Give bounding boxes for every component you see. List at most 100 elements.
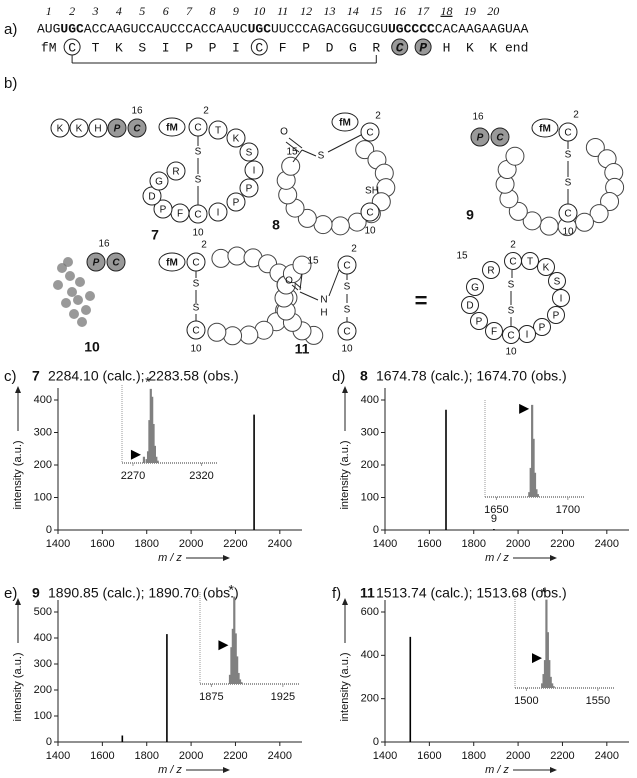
structure-label: H (320, 308, 327, 319)
marker-triangle (532, 653, 542, 664)
residue: H (94, 124, 101, 135)
residue-circle (239, 325, 259, 345)
residue-circle (531, 118, 559, 138)
structure-label: 2 (375, 111, 381, 122)
residue-circle (485, 322, 503, 340)
residue-circle (470, 127, 490, 147)
residue: C (496, 133, 504, 144)
residue-circle (585, 138, 605, 158)
residue: F (177, 209, 183, 220)
residue-circle (470, 312, 488, 330)
codon-number: 19 (464, 4, 476, 18)
residue: I (162, 40, 170, 55)
residue-circle (466, 278, 484, 296)
residue-circle (186, 252, 206, 272)
codon: CAC (435, 21, 459, 36)
equals-sign: = (415, 288, 428, 313)
residue-circle (331, 112, 359, 132)
codon-number: 17 (417, 4, 430, 18)
y-tick-label: 300 (361, 426, 379, 438)
residue: fM (166, 123, 178, 134)
residue: K (466, 40, 474, 55)
compound-number: 7 (151, 227, 159, 243)
x-tick-label: 1800 (134, 538, 158, 550)
residue-circle (227, 246, 247, 266)
residue: C (112, 258, 120, 269)
structure-label: S (195, 147, 202, 158)
aggregate-blob (81, 305, 91, 315)
x-axis-label: m / z (158, 552, 182, 564)
y-tick-label: 200 (34, 459, 52, 471)
residue-circle (539, 216, 559, 236)
y-tick-label: 0 (373, 736, 379, 748)
residue: K (543, 263, 550, 274)
compound-number: 10 (84, 339, 100, 355)
peak-annotation: * (229, 581, 235, 597)
codon-number: 12 (300, 4, 312, 18)
y-tick-label: 100 (34, 491, 52, 503)
x-axis-label: m / z (485, 764, 509, 776)
marker-triangle (130, 449, 141, 460)
residue: end (505, 40, 528, 55)
residue-circle (244, 160, 264, 180)
codon-number: 13 (324, 4, 336, 18)
residue: C (194, 210, 201, 221)
residue-circle (360, 122, 380, 142)
x-tick-label: 2000 (179, 750, 203, 762)
inset-tick-label: 1875 (199, 691, 223, 703)
residue: C (396, 40, 404, 55)
structure-label: 2 (510, 240, 516, 251)
inset-tick-label: 1550 (586, 695, 610, 707)
residue: I (253, 166, 256, 177)
residue-circle (574, 212, 594, 232)
panel-label: d) (332, 368, 345, 385)
residue-circle (281, 156, 301, 176)
residue: P (539, 323, 546, 334)
structure-label: 10 (341, 344, 353, 355)
residue: P (246, 184, 253, 195)
codon: UUC (271, 21, 295, 36)
residue: K (115, 40, 123, 55)
x-tick-label: 2000 (179, 538, 203, 550)
codon: CCA (294, 21, 318, 36)
residue: T (215, 126, 221, 137)
inset-tick-label: 2320 (189, 470, 213, 482)
residue-circle (505, 146, 525, 166)
residue: G (349, 40, 357, 55)
residue: F (491, 327, 497, 338)
structure-label: S (193, 303, 200, 314)
residue: K (57, 124, 64, 135)
structure-label: S (344, 305, 351, 316)
peak-annotation: 9 (491, 513, 497, 525)
residue-circle (558, 203, 578, 223)
inset-tick-label: 1500 (514, 695, 538, 707)
structure-label: 2 (201, 240, 207, 251)
residue-circle (50, 118, 70, 138)
x-tick-label: 1600 (417, 538, 441, 550)
codon-number: 2 (69, 4, 75, 18)
codon-number: 5 (139, 4, 145, 18)
peak-annotation: * (541, 584, 547, 600)
codon-number: 3 (92, 4, 99, 18)
y-tick-label: 400 (34, 632, 52, 644)
aggregate-blob (75, 277, 85, 287)
bond (294, 282, 302, 289)
structure-label: 10 (190, 344, 202, 355)
residue-circle (86, 252, 106, 272)
residue: C (255, 40, 263, 55)
aggregate-blob (65, 271, 75, 281)
structure-label: 16 (131, 106, 143, 117)
codon: UCC (131, 21, 155, 36)
structure-label: 15 (286, 147, 298, 158)
residue: fM (539, 124, 551, 135)
codon: AAG (107, 21, 130, 36)
residue: I (560, 294, 563, 305)
residue-circle (297, 208, 317, 228)
bond (301, 149, 317, 157)
residue: C (366, 208, 373, 219)
structure-label: S (344, 282, 351, 293)
codon-number: 15 (370, 4, 382, 18)
residue: C (194, 123, 201, 134)
residue: fM (166, 258, 178, 269)
x-tick-label: 2400 (268, 538, 292, 550)
